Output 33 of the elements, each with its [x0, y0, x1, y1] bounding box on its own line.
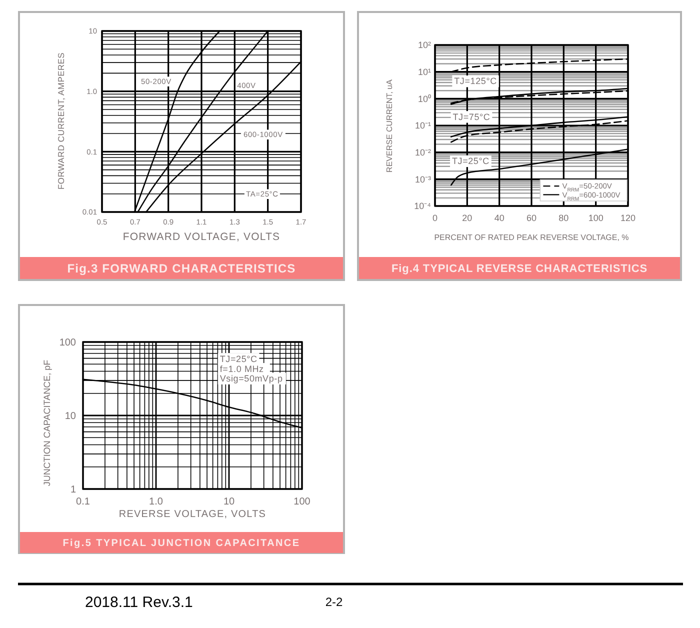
y-axis-title: REVERSE CURRENT, uA: [384, 78, 394, 172]
y-tick-label: 10⁻²: [414, 147, 431, 158]
y-tick-label: 10⁻¹: [414, 120, 431, 131]
annotation: Vsig=50mVp-p: [220, 373, 283, 384]
y-tick-label: 10⁰: [418, 94, 431, 104]
y-tick-label: 10²: [418, 40, 431, 50]
y-tick-label: 10¹: [418, 66, 431, 77]
text: 2-2: [325, 595, 343, 609]
x-axis-title: REVERSE VOLTAGE, VOLTS: [118, 509, 266, 520]
x-tick-label: 120: [620, 213, 636, 224]
y-tick-label: 10⁻⁴: [414, 201, 432, 212]
x-axis-title: FORWARD VOLTAGE, VOLTS: [122, 231, 280, 243]
x-axis-title: PERCENT OF RATED PEAK REVERSE VOLTAGE, %: [434, 233, 629, 242]
text: Fig.3 FORWARD CHARACTERISTICS: [67, 261, 296, 276]
y-tick-label: 100: [59, 338, 76, 348]
y-axis-title: JUNCTION CAPACITANCE, pF: [42, 359, 52, 486]
x-tick-label: 0: [432, 213, 438, 224]
text: 2018.11 Rev.3.1: [85, 594, 193, 611]
y-tick-label: 1: [70, 484, 76, 496]
y-axis-title: FORWARD CURRENT, AMPERES: [56, 52, 66, 190]
annotation: f=1.0 MHz: [220, 364, 264, 374]
x-tick-label: 10: [223, 496, 235, 508]
x-tick-label: 20: [462, 213, 472, 224]
x-tick-label: 1.0: [149, 496, 164, 508]
x-tick-label: 40: [494, 213, 504, 224]
x-tick-label: 60: [526, 213, 537, 224]
x-tick-label: 80: [558, 213, 569, 224]
text: Fig.4 TYPICAL REVERSE CHARACTERISTICS: [391, 262, 648, 275]
x-tick-label: 100: [294, 496, 311, 508]
text: Fig.5 TYPICAL JUNCTION CAPACITANCE: [62, 538, 300, 550]
y-tick-label: 10⁻³: [414, 174, 431, 184]
x-tick-label: 100: [588, 213, 604, 224]
y-tick-label: 10: [64, 411, 76, 422]
